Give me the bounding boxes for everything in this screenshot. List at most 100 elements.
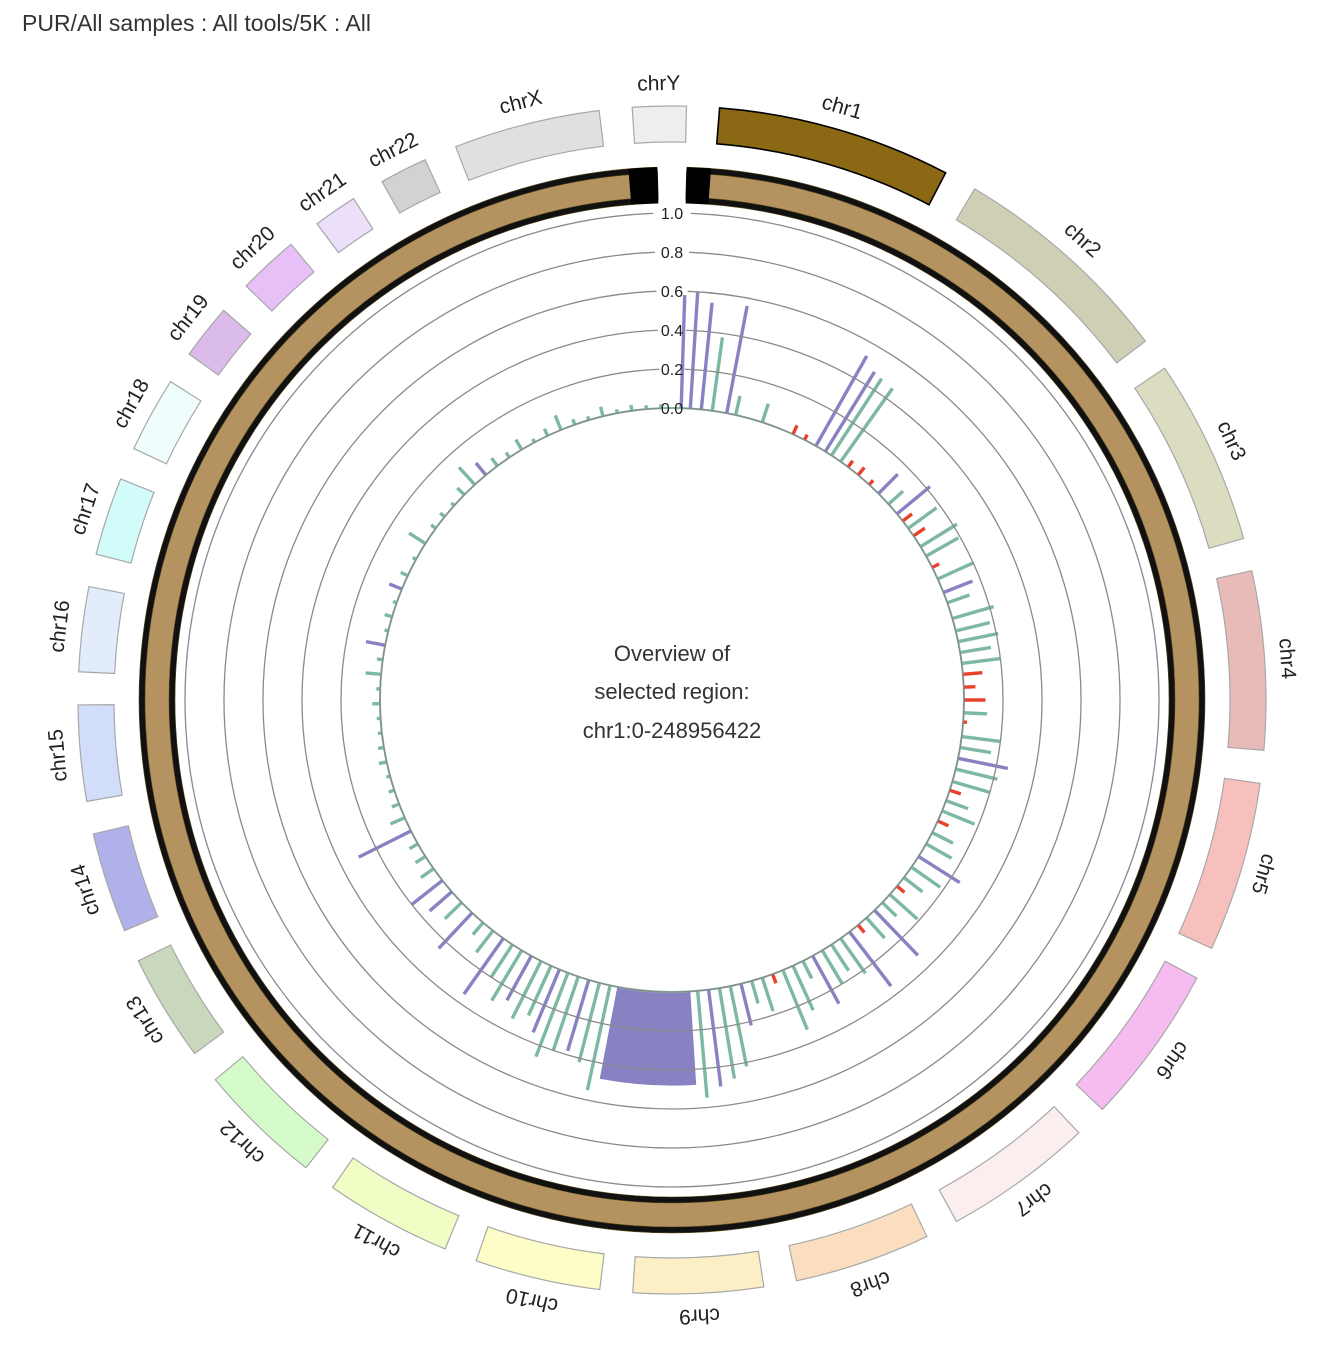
histogram-bar [542, 428, 550, 437]
chromosome-segment-chr4[interactable] [1215, 569, 1267, 752]
chromosome-segment-chr14[interactable] [92, 825, 159, 932]
histogram-bar [961, 656, 1001, 666]
chromosome-segment-chr1[interactable] [715, 107, 947, 206]
histogram-bar [734, 395, 742, 416]
histogram-bar [931, 562, 940, 569]
chromosome-segment-chr10[interactable] [475, 1226, 605, 1291]
histogram-bar [942, 579, 974, 595]
histogram-bar [504, 451, 511, 459]
histogram-bar [725, 305, 749, 414]
histogram-bar [811, 955, 841, 1005]
chromosome-label-chr16: chr16 [45, 599, 74, 654]
histogram-bar [688, 291, 700, 409]
radial-grid: 0.0 0.2 0.4 0.6 0.8 1.0 [184, 206, 1160, 1188]
chromosome-segment-chr22[interactable] [381, 158, 441, 214]
histogram-bar [419, 867, 435, 880]
ideogram-end-cap [685, 167, 712, 205]
histogram-bar [534, 972, 570, 1058]
radial-tick-label: 0.8 [661, 245, 683, 262]
chromosome-segment-chr11[interactable] [331, 1157, 460, 1250]
histogram-bar [856, 923, 866, 934]
chromosome-segment-chr15[interactable] [77, 704, 123, 803]
histogram-bar [577, 982, 602, 1063]
chromosome-segment-chr9[interactable] [632, 1250, 765, 1295]
histogram-bar [553, 414, 563, 431]
chart-title: PUR/All samples : All tools/5K : All [22, 10, 371, 36]
chromosome-segment-chr2[interactable] [955, 188, 1147, 364]
radial-gridline [340, 368, 1004, 1032]
center-line-1: Overview of [614, 641, 731, 666]
histogram-bar [457, 466, 477, 486]
histogram-bar [830, 943, 851, 972]
histogram-bar [791, 424, 799, 435]
chromosome-segment-chr6[interactable] [1075, 960, 1198, 1111]
histogram-bar [839, 387, 894, 463]
histogram-bar [571, 418, 577, 426]
histogram-bar [839, 937, 867, 975]
histogram-bar [414, 855, 427, 865]
radial-gridline [223, 251, 1121, 1149]
chromosome-segment-chr19[interactable] [188, 309, 252, 376]
histogram-bar [877, 473, 899, 495]
chromosome-label-chr14: chr14 [66, 861, 104, 918]
histogram-bar [699, 302, 714, 410]
chromosome-segment-chr16[interactable] [78, 585, 125, 675]
chromosome-label-chr17: chr17 [67, 481, 105, 538]
histogram-bar [739, 983, 753, 1026]
histogram-bar [888, 893, 919, 921]
radial-gridline [379, 407, 965, 993]
chromosome-label-chr1: chr1 [819, 91, 865, 124]
histogram-bar [400, 570, 409, 578]
chromosome-segment-chr3[interactable] [1133, 367, 1245, 550]
radial-tick-label: 0.6 [661, 284, 683, 301]
histogram-bar [873, 909, 920, 957]
chromosome-segment-chrX[interactable] [454, 109, 605, 182]
histogram-bar [377, 745, 385, 751]
histogram-bar [957, 631, 999, 644]
histogram-bar [391, 802, 400, 809]
histogram-bar [505, 955, 533, 1002]
histogram-bar [791, 965, 815, 1011]
histogram-bar [925, 536, 960, 558]
radial-tick-label: 1.0 [661, 206, 683, 223]
center-label: Overview of selected region: chr1:0-2489… [583, 641, 762, 743]
histogram-bar [526, 965, 553, 1017]
histogram-bar [566, 979, 591, 1052]
histogram-bar [867, 479, 875, 486]
histogram-bar [961, 734, 1001, 744]
chromosome-segment-chr7[interactable] [938, 1105, 1080, 1223]
histogram-bar [384, 612, 393, 619]
chromosome-label-chrY: chrY [637, 72, 681, 96]
chromosome-segment-chr20[interactable] [245, 243, 315, 312]
chromosome-segment-chr12[interactable] [214, 1055, 329, 1169]
chromosome-segment-chr21[interactable] [316, 197, 374, 254]
histogram-bar [378, 760, 387, 766]
chromosome-segment-chr13[interactable] [137, 944, 225, 1055]
histogram-bar [389, 816, 406, 826]
selected-chromosome-ideogram [138, 166, 1206, 1234]
chromosome-segment-chr18[interactable] [133, 380, 202, 465]
histogram-bar [388, 788, 395, 794]
histogram-bar [910, 865, 942, 889]
histogram-bar [510, 960, 543, 1020]
histogram-bar [902, 876, 924, 894]
histogram-bar [365, 639, 386, 647]
histogram-bar [462, 937, 505, 996]
histogram-bar [801, 960, 814, 980]
histogram-bar [955, 620, 991, 633]
histogram-bar [963, 711, 988, 716]
chromosome-label-chr15: chr15 [44, 728, 72, 782]
histogram-bar [490, 457, 499, 467]
chromosome-label-chr4: chr4 [1274, 637, 1300, 680]
histogram-bar [728, 985, 749, 1067]
chromosome-segment-chrY[interactable] [631, 105, 688, 144]
histogram-bar [955, 767, 998, 781]
chromosome-label-chr3: chr3 [1212, 417, 1250, 464]
histogram-bar [959, 745, 992, 755]
histogram-bar [474, 461, 488, 477]
chromosome-segment-chr8[interactable] [788, 1203, 928, 1282]
histogram-bar [598, 406, 605, 417]
chromosome-segment-chr17[interactable] [95, 478, 155, 564]
chromosome-segment-chr5[interactable] [1178, 777, 1261, 950]
